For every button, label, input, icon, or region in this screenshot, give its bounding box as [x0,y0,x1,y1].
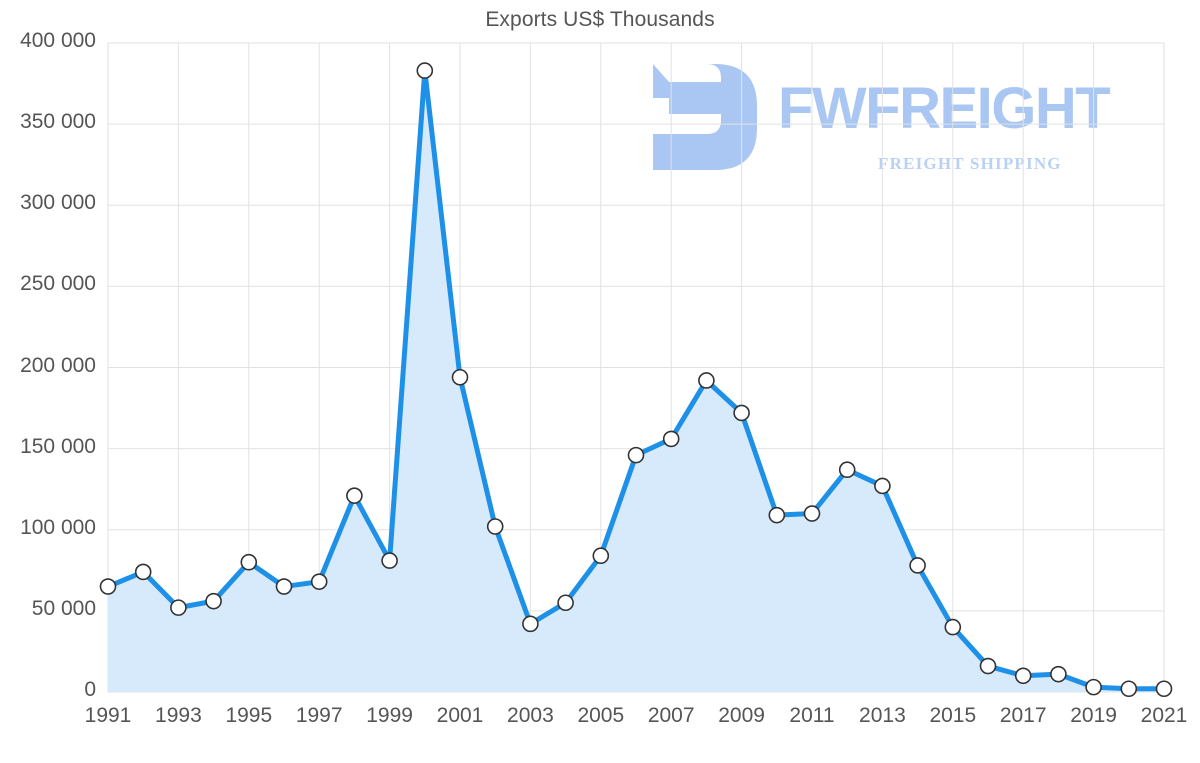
data-point-marker[interactable] [698,372,715,389]
data-point-marker[interactable] [1014,667,1032,685]
data-point-marker[interactable] [979,657,997,675]
data-point-marker[interactable] [134,563,152,581]
x-axis-tick-label: 2007 [647,704,695,727]
data-point-marker[interactable] [310,573,328,590]
data-point-marker[interactable] [803,505,821,522]
data-point-marker[interactable] [451,368,469,386]
x-axis-tick-label: 1997 [295,704,343,727]
data-point-marker[interactable] [662,430,680,448]
data-point-marker[interactable] [592,547,610,565]
x-axis-tick-label: 2005 [577,704,625,727]
x-axis-tick-label: 2015 [929,704,977,727]
x-axis-tick-label: 2011 [789,704,835,727]
x-axis-tick-label: 2017 [999,704,1047,727]
y-axis-tick-label: 50 000 [31,596,96,620]
data-point-marker[interactable] [1155,680,1173,698]
y-axis-tick-label: 200 000 [20,353,96,377]
x-axis-tick-label: 2009 [718,704,765,727]
data-markers [99,62,1173,698]
y-axis-tick-label: 350 000 [20,110,96,134]
data-point-marker[interactable] [170,599,187,616]
x-axis-tick-label: 2021 [1140,704,1188,727]
data-point-marker[interactable] [1050,665,1067,683]
data-point-marker[interactable] [627,446,645,464]
x-axis-tick-label: 2003 [507,704,554,727]
x-axis-tick-label: 2001 [436,704,484,727]
data-point-marker[interactable] [838,461,856,479]
y-axis-tick-label: 300 000 [20,191,96,215]
data-point-marker[interactable] [99,578,117,595]
y-axis-tick-label: 250 000 [20,272,96,296]
data-point-marker[interactable] [486,518,504,535]
data-point-marker[interactable] [944,618,962,636]
x-axis-tick-label: 1999 [366,704,413,727]
x-axis-tick-label: 1993 [155,704,202,727]
data-point-marker[interactable] [874,477,891,495]
y-axis-tick-label: 100 000 [20,515,96,539]
data-point-marker[interactable] [522,615,539,633]
chart-title: Exports US$ Thousands [485,8,715,31]
data-point-marker[interactable] [275,578,293,595]
data-point-marker[interactable] [205,592,222,610]
data-point-marker[interactable] [416,62,434,79]
x-axis-tick-label: 1991 [84,704,132,727]
x-axis-tick-label: 2019 [1070,704,1117,727]
data-point-marker[interactable] [733,404,750,422]
data-point-marker[interactable] [1085,678,1102,696]
data-point-marker[interactable] [1120,680,1138,698]
y-axis-tick-label: 400 000 [20,29,96,52]
x-axis-tick-label: 2013 [859,704,906,727]
area-fill [108,70,1164,692]
data-point-marker[interactable] [381,552,398,569]
data-point-marker[interactable] [557,594,574,612]
data-point-marker[interactable] [909,557,926,574]
y-axis-tick-label: 0 [84,678,96,701]
data-point-marker[interactable] [346,487,363,504]
data-point-marker[interactable] [768,506,786,524]
x-axis-tick-label: 1995 [225,704,273,727]
area-fill-shape [108,70,1164,692]
data-point-marker[interactable] [240,553,258,571]
y-axis-tick-label: 150 000 [20,434,96,458]
